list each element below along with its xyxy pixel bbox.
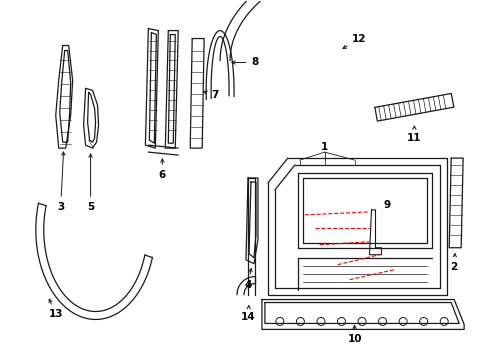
Text: 6: 6 — [159, 159, 165, 180]
Text: 7: 7 — [203, 90, 218, 100]
Text: 10: 10 — [346, 325, 361, 345]
Text: 9: 9 — [383, 200, 390, 210]
Text: 2: 2 — [449, 253, 457, 272]
Text: 11: 11 — [406, 126, 421, 143]
Text: 1: 1 — [321, 142, 327, 152]
Text: 13: 13 — [48, 299, 63, 319]
Text: 8: 8 — [231, 58, 258, 67]
Text: 12: 12 — [342, 33, 366, 49]
Text: 3: 3 — [57, 152, 65, 212]
Text: 14: 14 — [240, 306, 255, 323]
Text: 5: 5 — [87, 154, 94, 212]
Text: 4: 4 — [244, 269, 252, 289]
